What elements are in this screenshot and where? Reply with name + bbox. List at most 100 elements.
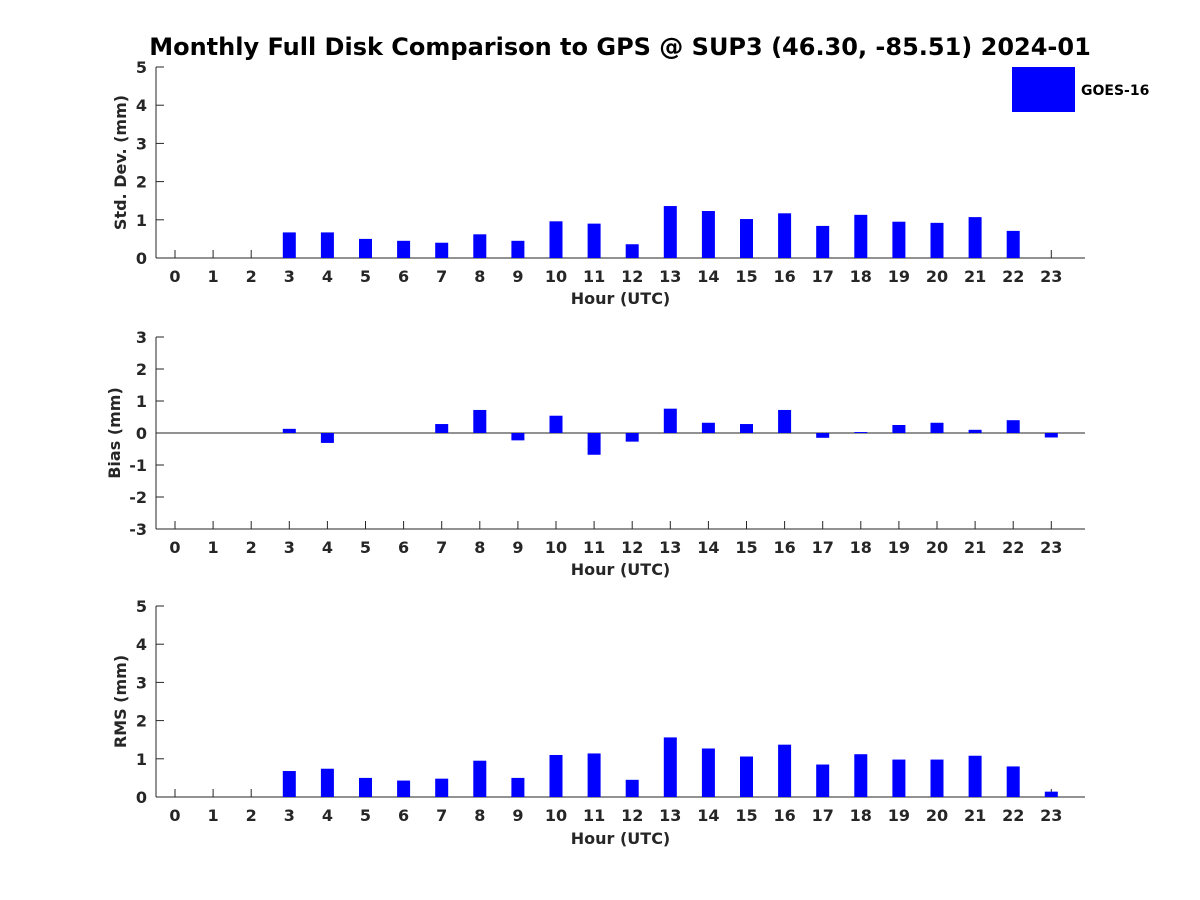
- x-axis-label: Hour (UTC): [571, 289, 671, 308]
- x-tick-label: 2: [246, 267, 257, 286]
- y-tick-label: 2: [136, 360, 147, 379]
- bar: [854, 214, 868, 258]
- bar: [320, 232, 334, 258]
- bar: [435, 242, 449, 258]
- bar: [778, 213, 792, 258]
- x-tick-label: 6: [398, 267, 409, 286]
- x-tick-label: 19: [888, 806, 910, 825]
- bar: [549, 754, 563, 797]
- y-tick-label: 1: [136, 392, 147, 411]
- x-tick-label: 11: [583, 806, 605, 825]
- y-tick-label: 0: [136, 424, 147, 443]
- x-tick-label: 8: [474, 806, 485, 825]
- x-tick-label: 13: [659, 538, 681, 557]
- x-tick-label: 3: [284, 538, 295, 557]
- x-tick-label: 16: [773, 267, 795, 286]
- bar: [968, 755, 982, 797]
- x-tick-label: 1: [208, 538, 219, 557]
- x-tick-label: 20: [926, 806, 948, 825]
- bar: [968, 217, 982, 258]
- bar: [359, 238, 372, 258]
- x-tick-label: 23: [1040, 267, 1062, 286]
- bar: [511, 433, 525, 441]
- x-tick-label: 5: [360, 267, 371, 286]
- x-tick-label: 10: [545, 267, 567, 286]
- bar: [282, 232, 296, 258]
- bar: [816, 225, 830, 258]
- x-tick-label: 16: [773, 538, 795, 557]
- x-tick-label: 21: [964, 538, 986, 557]
- bar: [930, 222, 944, 258]
- x-tick-label: 13: [659, 267, 681, 286]
- x-axis-label: Hour (UTC): [571, 560, 671, 579]
- x-tick-label: 7: [436, 538, 447, 557]
- y-tick-label: -3: [129, 520, 147, 539]
- x-tick-label: 18: [850, 267, 872, 286]
- x-tick-label: 19: [888, 267, 910, 286]
- bar: [892, 425, 906, 433]
- x-tick-label: 2: [246, 806, 257, 825]
- bar: [435, 778, 449, 797]
- bar: [1044, 433, 1058, 438]
- bar: [397, 240, 411, 258]
- bar: [1044, 791, 1058, 797]
- x-tick-label: 1: [208, 806, 219, 825]
- bar: [930, 422, 944, 433]
- x-tick-label: 3: [284, 806, 295, 825]
- bar: [625, 779, 639, 797]
- x-tick-label: 3: [284, 267, 295, 286]
- x-tick-label: 22: [1002, 267, 1024, 286]
- bar: [587, 223, 601, 258]
- y-tick-label: -1: [129, 456, 147, 475]
- bar: [282, 428, 296, 433]
- x-tick-label: 14: [697, 806, 719, 825]
- bar: [854, 754, 868, 797]
- x-tick-label: 17: [812, 538, 834, 557]
- y-axis-label: Std. Dev. (mm): [111, 95, 130, 230]
- x-tick-label: 6: [398, 806, 409, 825]
- bar: [854, 432, 868, 433]
- bar: [397, 780, 411, 797]
- x-tick-label: 15: [735, 806, 757, 825]
- bar: [740, 756, 753, 797]
- bar: [625, 433, 639, 442]
- x-tick-label: 1: [208, 267, 219, 286]
- bar: [663, 408, 677, 433]
- x-tick-label: 4: [322, 267, 333, 286]
- x-tick-label: 4: [322, 806, 333, 825]
- bar: [740, 219, 753, 258]
- bar: [473, 409, 487, 433]
- x-tick-label: 14: [697, 538, 719, 557]
- x-tick-label: 23: [1040, 538, 1062, 557]
- x-tick-label: 18: [850, 806, 872, 825]
- y-tick-label: 1: [136, 211, 147, 230]
- y-axis-label: Bias (mm): [105, 387, 124, 479]
- y-tick-label: 3: [136, 134, 147, 153]
- x-tick-label: 15: [735, 267, 757, 286]
- x-tick-label: 7: [436, 806, 447, 825]
- x-tick-label: 8: [474, 538, 485, 557]
- x-tick-label: 18: [850, 538, 872, 557]
- x-tick-label: 14: [697, 267, 719, 286]
- x-axis-label: Hour (UTC): [571, 829, 671, 848]
- x-tick-label: 10: [545, 806, 567, 825]
- bar: [892, 759, 906, 797]
- x-tick-label: 0: [169, 806, 180, 825]
- bar: [968, 429, 982, 433]
- x-tick-label: 12: [621, 806, 643, 825]
- bar: [663, 737, 677, 797]
- bar: [930, 759, 944, 797]
- y-axis-label: RMS (mm): [111, 655, 130, 748]
- x-tick-label: 0: [169, 267, 180, 286]
- x-tick-label: 22: [1002, 538, 1024, 557]
- y-tick-label: 5: [136, 58, 147, 77]
- x-tick-label: 0: [169, 538, 180, 557]
- bar: [587, 433, 601, 455]
- legend-swatch: [1012, 67, 1075, 112]
- bar: [320, 768, 334, 797]
- bar: [778, 744, 792, 797]
- x-tick-label: 13: [659, 806, 681, 825]
- y-tick-label: 2: [136, 712, 147, 731]
- x-tick-label: 20: [926, 267, 948, 286]
